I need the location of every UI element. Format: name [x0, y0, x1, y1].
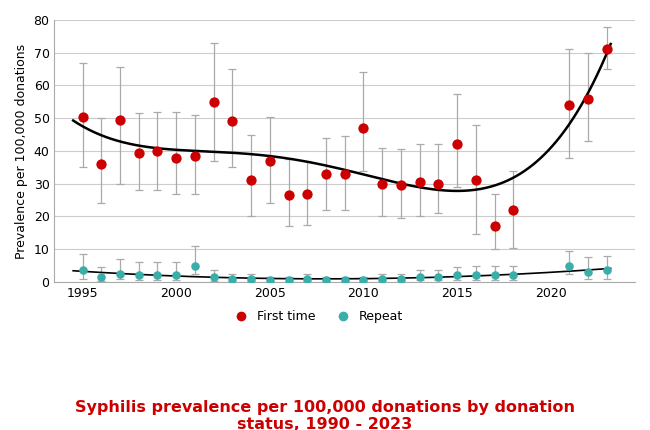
Point [452, 272, 462, 279]
Point [433, 180, 443, 187]
Point [433, 273, 443, 280]
Point [190, 262, 200, 269]
Point [508, 272, 519, 279]
Point [246, 177, 256, 184]
Point [396, 182, 406, 189]
Point [489, 272, 500, 279]
Point [209, 273, 219, 280]
Point [133, 272, 144, 279]
Point [339, 277, 350, 284]
Y-axis label: Prevalence per 100,000 donations: Prevalence per 100,000 donations [15, 43, 28, 258]
Point [583, 95, 593, 102]
Point [396, 275, 406, 282]
Point [77, 113, 88, 120]
Point [283, 192, 294, 199]
Point [377, 180, 387, 187]
Point [115, 270, 125, 277]
Point [377, 275, 387, 282]
Text: Syphilis prevalence per 100,000 donations by donation
status, 1990 - 2023: Syphilis prevalence per 100,000 donation… [75, 400, 575, 430]
Point [302, 190, 313, 197]
Point [564, 101, 575, 108]
Point [602, 46, 612, 53]
Point [339, 170, 350, 177]
Point [415, 273, 425, 280]
Point [358, 277, 369, 284]
Point [190, 153, 200, 160]
Point [152, 272, 162, 279]
Point [471, 272, 481, 279]
Point [265, 277, 275, 284]
Point [227, 118, 237, 125]
Point [77, 267, 88, 274]
Point [415, 178, 425, 185]
Point [246, 275, 256, 282]
Point [171, 154, 181, 161]
Point [452, 141, 462, 148]
Legend: First time, Repeat: First time, Repeat [223, 305, 408, 328]
Point [171, 272, 181, 279]
Point [302, 275, 313, 282]
Point [227, 275, 237, 282]
Point [133, 149, 144, 156]
Point [209, 98, 219, 105]
Point [564, 262, 575, 269]
Point [321, 277, 332, 284]
Point [489, 223, 500, 230]
Point [152, 147, 162, 154]
Point [321, 170, 332, 177]
Point [602, 267, 612, 274]
Point [115, 117, 125, 123]
Point [265, 157, 275, 164]
Point [471, 177, 481, 184]
Point [96, 273, 107, 280]
Point [508, 206, 519, 213]
Point [583, 269, 593, 276]
Point [358, 125, 369, 132]
Point [96, 161, 107, 168]
Point [283, 277, 294, 284]
